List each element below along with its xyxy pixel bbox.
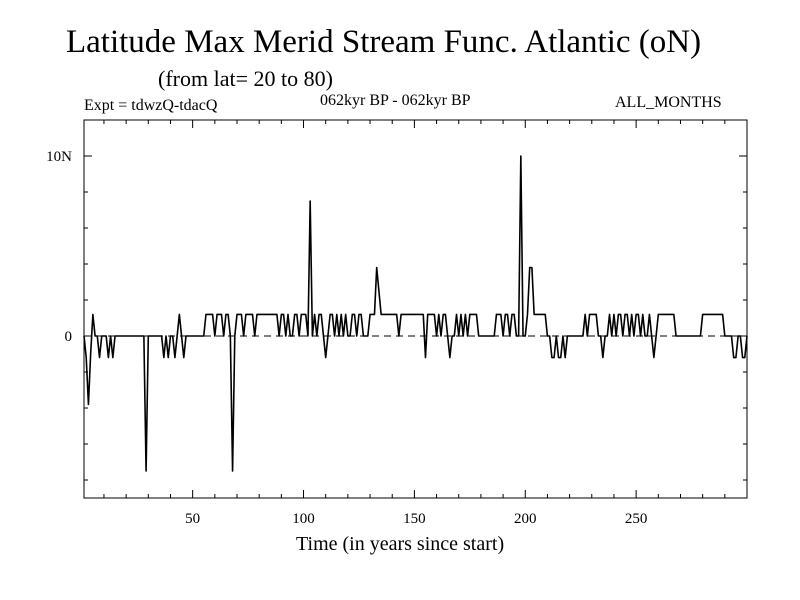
chart-subtitle: (from lat= 20 to 80) (158, 66, 333, 91)
y-tick-label: 0 (65, 329, 73, 345)
axis-tick-labels: 50 100 150 200 250 10N 0 (46, 149, 647, 527)
x-tick-label: 50 (185, 511, 200, 527)
period-label: 062kyr BP - 062kyr BP (320, 92, 471, 109)
plot-frame (83, 119, 748, 499)
axis-ticks (84, 119, 747, 498)
x-tick-label: 150 (403, 511, 426, 527)
series-line (83, 155, 748, 472)
y-tick-label: 10N (46, 149, 72, 165)
months-label: ALL_MONTHS (615, 94, 722, 111)
x-tick-label: 100 (292, 511, 315, 527)
x-tick-label: 200 (514, 511, 537, 527)
x-tick-label: 250 (625, 511, 648, 527)
x-axis-label: Time (in years since start) (296, 533, 505, 555)
experiment-label: Expt = tdwzQ-tdacQ (84, 97, 218, 114)
chart-title: Latitude Max Merid Stream Func. Atlantic… (66, 24, 702, 60)
